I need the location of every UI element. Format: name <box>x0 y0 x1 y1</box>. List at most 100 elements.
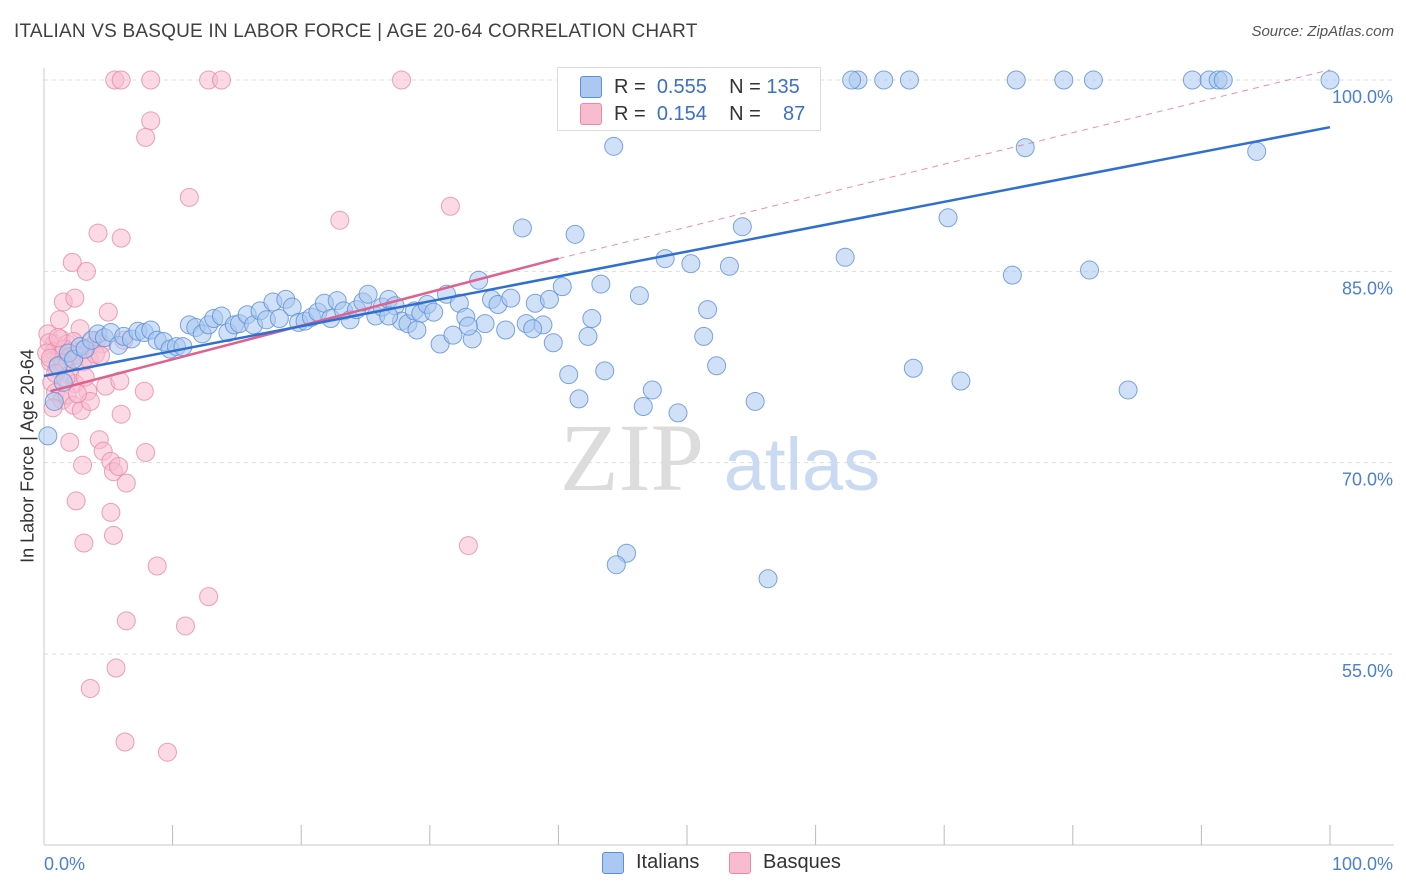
italians-point <box>1118 380 1138 400</box>
basques-point <box>157 742 177 762</box>
italians-point <box>552 277 572 297</box>
basques-point <box>116 611 136 631</box>
italians-point <box>44 391 64 411</box>
italians-point <box>745 391 765 411</box>
italians-point <box>578 326 598 346</box>
italians-point <box>379 306 399 326</box>
x-tick-label-min: 0.0% <box>44 854 85 874</box>
y-tick-label: 100.0% <box>1332 87 1393 107</box>
stats-legend: R = 0.555 N = 135 R = 0.154 N = 87 <box>557 67 821 131</box>
basques-point <box>175 616 195 636</box>
italians-point <box>1080 260 1100 280</box>
basques-swatch <box>580 103 602 125</box>
basques-point <box>60 432 80 452</box>
basques-point <box>74 533 94 553</box>
basques-point <box>392 70 412 90</box>
italians-point <box>835 247 855 267</box>
basques-legend-swatch <box>729 851 751 874</box>
italians-point <box>951 371 971 391</box>
legend-item-basques[interactable]: Basques <box>729 851 841 874</box>
italians-trend-line <box>43 125 1331 378</box>
italians-point <box>595 361 615 381</box>
basques-trend-extension <box>558 69 1331 260</box>
basques-point <box>66 491 86 511</box>
italians-point <box>874 70 894 90</box>
basques-point <box>65 288 85 308</box>
italians-point <box>899 70 919 90</box>
italians-point <box>1054 70 1074 90</box>
italians-point <box>496 320 516 340</box>
y-tick-label: 70.0% <box>1342 470 1393 490</box>
x-tick-label-max: 100.0% <box>1332 854 1393 874</box>
basques-points <box>37 70 478 762</box>
basques-point <box>115 732 135 752</box>
basques-point <box>141 70 161 90</box>
y-tick-label: 85.0% <box>1342 278 1393 298</box>
x-tick-labels: 0.0% 100.0% <box>44 854 1393 874</box>
italians-point <box>543 333 563 353</box>
r-value: 0.555 <box>656 75 707 98</box>
basques-point <box>141 111 161 131</box>
basques-point <box>136 127 156 147</box>
basques-point <box>136 442 156 462</box>
basques-point <box>458 536 478 556</box>
italians-point <box>443 325 463 345</box>
italians-point <box>938 208 958 228</box>
italians-point <box>512 218 532 238</box>
italians-point <box>407 320 427 340</box>
basques-point <box>106 658 126 678</box>
r-label: R = <box>614 75 646 98</box>
source-credit: Source: ZipAtlas.com <box>1251 23 1394 40</box>
basques-point <box>80 678 100 698</box>
watermark: ZIP atlas <box>560 404 880 511</box>
italians-point <box>604 136 624 156</box>
italians-point <box>655 249 675 269</box>
italians-point <box>269 309 289 329</box>
italians-point <box>569 389 589 409</box>
stats-row-basques: R = 0.154 N = 87 <box>580 101 805 127</box>
italians-point <box>1247 141 1267 161</box>
italians-point <box>719 256 739 276</box>
italians-point <box>539 289 559 309</box>
basques-point <box>116 473 136 493</box>
legend-item-italians[interactable]: Italians <box>602 851 699 874</box>
basques-point <box>111 228 131 248</box>
chart-title: ITALIAN VS BASQUE IN LABOR FORCE | AGE 2… <box>14 21 698 42</box>
trend-lines <box>43 69 1331 393</box>
italians-point <box>1002 265 1022 285</box>
basques-point <box>101 502 121 522</box>
italians-point <box>523 319 543 339</box>
italians-point <box>591 274 611 294</box>
r-label: R = <box>614 102 646 125</box>
italians-point <box>698 300 718 320</box>
italians-point <box>903 358 923 378</box>
basques-point <box>98 302 118 322</box>
italians-point <box>642 380 662 400</box>
basques-point <box>111 404 131 424</box>
italians-point <box>681 254 701 274</box>
italians-point <box>475 314 495 334</box>
basques-point <box>330 210 350 230</box>
basques-point <box>199 587 219 607</box>
italians-point <box>565 224 585 244</box>
italians-point <box>559 365 579 385</box>
italians-point <box>758 569 778 589</box>
italians-point <box>707 356 727 376</box>
italians-legend-swatch <box>602 851 624 874</box>
italians-point <box>1182 70 1202 90</box>
italians-point <box>1006 70 1026 90</box>
n-value: 135 <box>766 75 800 98</box>
italians-point <box>842 70 862 90</box>
basques-point <box>179 187 199 207</box>
italians-point <box>633 397 653 417</box>
legend-label-italians: Italians <box>636 851 700 873</box>
series-legend: Italians Basques <box>0 851 1406 879</box>
italians-point <box>424 302 444 322</box>
n-label: N = <box>729 102 761 125</box>
italians-point <box>582 309 602 329</box>
italians-point <box>501 288 521 308</box>
basques-point <box>147 556 167 576</box>
n-value: 87 <box>783 102 806 125</box>
italians-point <box>38 426 58 446</box>
basques-point <box>103 525 123 545</box>
